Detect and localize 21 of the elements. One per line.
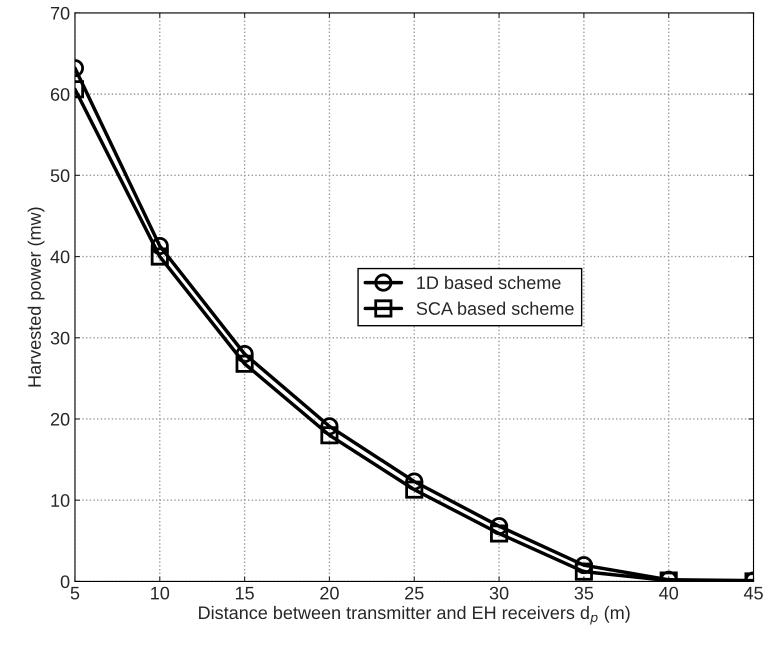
y-axis-title: Harvested power (mw) xyxy=(28,207,44,386)
x-tick-label: 20 xyxy=(320,586,339,600)
x-tick-label: 10 xyxy=(151,586,170,600)
x-tick-label: 30 xyxy=(490,586,508,600)
y-tick-label: 50 xyxy=(50,169,70,182)
y-tick-label: 0 xyxy=(60,575,70,588)
y-tick-label: 40 xyxy=(50,250,70,264)
x-tick-label: 25 xyxy=(405,586,424,600)
legend-label: 1D based scheme xyxy=(417,276,561,290)
x-tick-label: 35 xyxy=(574,586,594,600)
y-tick-label: 60 xyxy=(50,88,70,101)
y-tick-label: 20 xyxy=(50,412,70,426)
y-tick-label: 70 xyxy=(50,6,70,20)
x-tick-label: 45 xyxy=(744,586,763,600)
x-tick-label: 15 xyxy=(236,586,254,600)
x-tick-label: 40 xyxy=(659,586,678,600)
y-tick-label: 10 xyxy=(51,494,70,507)
legend-label: SCA based scheme xyxy=(416,302,574,315)
y-tick-label: 30 xyxy=(50,332,70,344)
x-tick-label: 5 xyxy=(70,586,80,600)
x-axis-title: Distance between transmitter and EH receivers d$_{p}$ (m) xyxy=(199,606,630,625)
